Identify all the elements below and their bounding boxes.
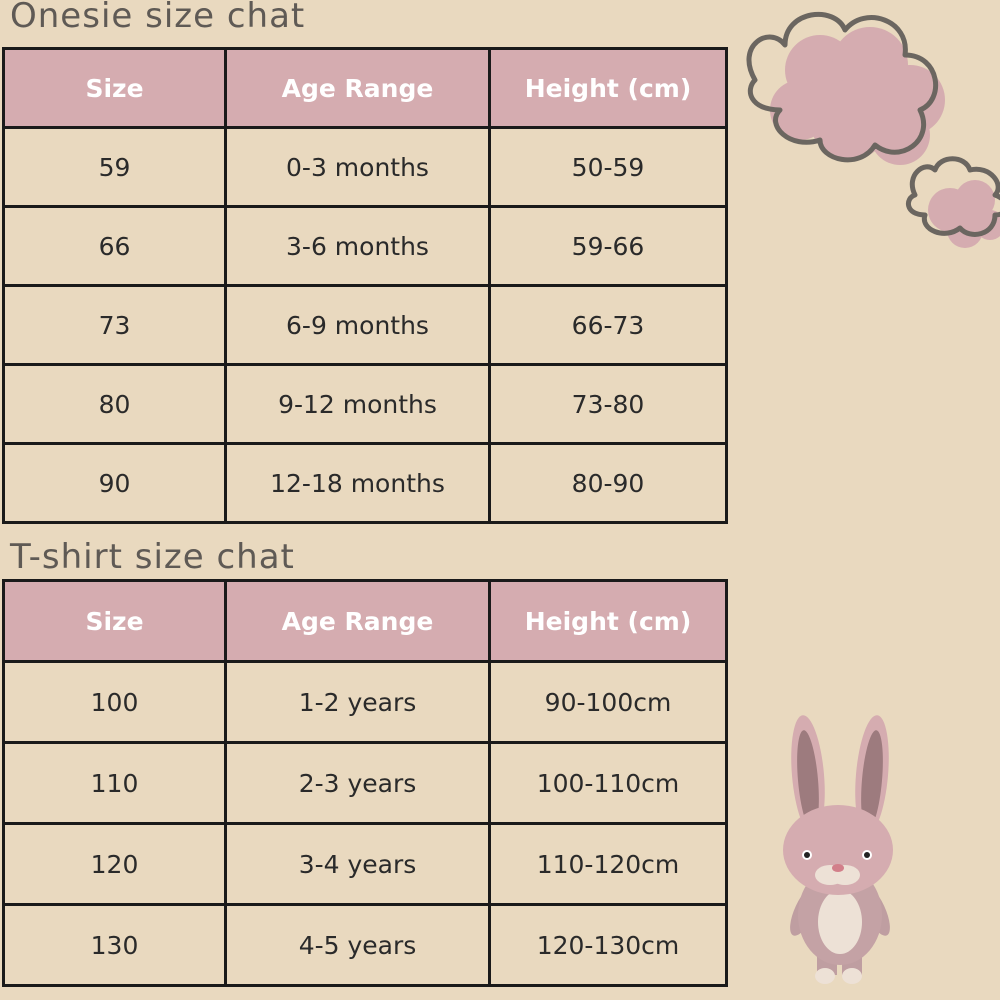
tshirt-size-table: Size Age Range Height (cm) 100 1-2 years 9… xyxy=(2,579,728,987)
cell-age: 9-12 months xyxy=(224,363,491,445)
table-header-row: Size Age Range Height (cm) xyxy=(2,47,728,129)
cell-age: 3-6 months xyxy=(224,205,491,287)
header-age-range: Age Range xyxy=(224,47,491,129)
cell-size: 66 xyxy=(2,205,227,287)
table-row: 130 4-5 years 120-130cm xyxy=(2,903,728,987)
bunny-illustration xyxy=(783,715,893,984)
table-row: 80 9-12 months 73-80 xyxy=(2,363,728,445)
cell-age: 0-3 months xyxy=(224,126,491,208)
cell-height: 73-80 xyxy=(488,363,728,445)
onesie-size-table: Size Age Range Height (cm) 59 0-3 months 5… xyxy=(2,47,728,524)
cell-size: 120 xyxy=(2,822,227,906)
table-row: 120 3-4 years 110-120cm xyxy=(2,822,728,906)
cell-age: 3-4 years xyxy=(224,822,491,906)
cell-height: 110-120cm xyxy=(488,822,728,906)
cell-height: 50-59 xyxy=(488,126,728,208)
cell-size: 59 xyxy=(2,126,227,208)
header-size: Size xyxy=(2,47,227,129)
cloud-icon xyxy=(746,12,1000,248)
cell-height: 80-90 xyxy=(488,442,728,524)
header-age-range: Age Range xyxy=(224,579,491,663)
header-height: Height (cm) xyxy=(488,47,728,129)
cell-age: 1-2 years xyxy=(224,660,491,744)
header-height: Height (cm) xyxy=(488,579,728,663)
cell-height: 100-110cm xyxy=(488,741,728,825)
cell-height: 66-73 xyxy=(488,284,728,366)
cell-age: 6-9 months xyxy=(224,284,491,366)
cell-size: 100 xyxy=(2,660,227,744)
cell-height: 120-130cm xyxy=(488,903,728,987)
cell-size: 73 xyxy=(2,284,227,366)
tshirt-title: T-shirt size chat xyxy=(10,537,295,577)
cell-size: 90 xyxy=(2,442,227,524)
cell-size: 110 xyxy=(2,741,227,825)
table-row: 90 12-18 months 80-90 xyxy=(2,442,728,524)
cell-age: 12-18 months xyxy=(224,442,491,524)
cell-size: 130 xyxy=(2,903,227,987)
cell-age: 2-3 years xyxy=(224,741,491,825)
cell-height: 90-100cm xyxy=(488,660,728,744)
table-row: 73 6-9 months 66-73 xyxy=(2,284,728,366)
table-header-row: Size Age Range Height (cm) xyxy=(2,579,728,663)
cell-size: 80 xyxy=(2,363,227,445)
table-row: 100 1-2 years 90-100cm xyxy=(2,660,728,744)
table-row: 110 2-3 years 100-110cm xyxy=(2,741,728,825)
header-size: Size xyxy=(2,579,227,663)
table-row: 59 0-3 months 50-59 xyxy=(2,126,728,208)
cell-height: 59-66 xyxy=(488,205,728,287)
table-row: 66 3-6 months 59-66 xyxy=(2,205,728,287)
onesie-title: Onesie size chat xyxy=(10,0,306,36)
cell-age: 4-5 years xyxy=(224,903,491,987)
